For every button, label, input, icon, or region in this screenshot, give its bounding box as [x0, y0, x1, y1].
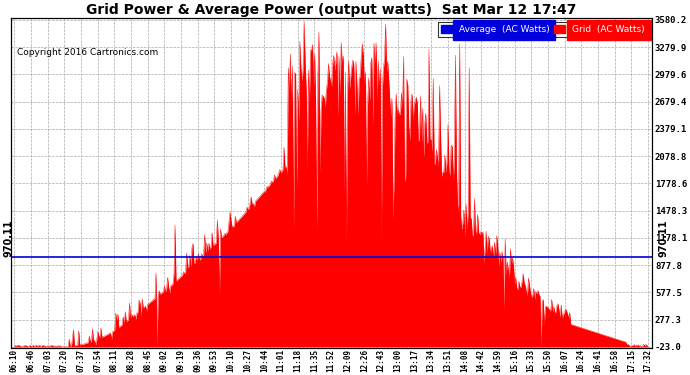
Legend: Average  (AC Watts), Grid  (AC Watts): Average (AC Watts), Grid (AC Watts): [438, 22, 648, 37]
Text: 970.11: 970.11: [659, 219, 669, 257]
Text: 970.11: 970.11: [3, 219, 13, 257]
Text: Copyright 2016 Cartronics.com: Copyright 2016 Cartronics.com: [17, 48, 159, 57]
Title: Grid Power & Average Power (output watts)  Sat Mar 12 17:47: Grid Power & Average Power (output watts…: [86, 3, 577, 17]
